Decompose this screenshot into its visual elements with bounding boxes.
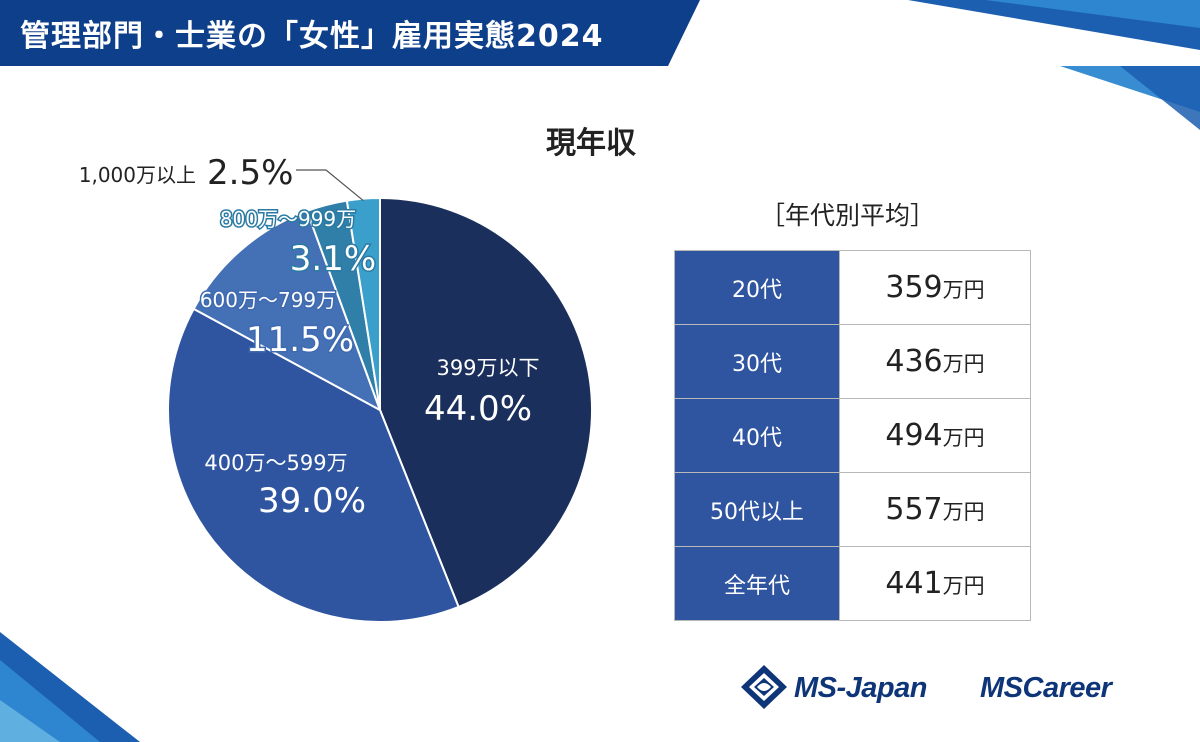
slice-label-0: 399万以下 — [436, 356, 539, 380]
slice-label-4: 1,000万以上 — [79, 163, 196, 187]
value-unit: 万円 — [942, 352, 985, 376]
ms-japan-logo-text: MS-Japan — [794, 672, 927, 704]
value-cell: 436万円 — [839, 324, 1031, 399]
chart-title: 現年収 — [546, 126, 636, 161]
pie-slice-1 — [167, 307, 460, 623]
age-cell: 全年代 — [674, 546, 840, 621]
banner-stripe-2 — [985, 0, 1200, 28]
table-row: 50代以上 557万円 — [674, 472, 1031, 547]
table-row: 40代 494万円 — [674, 398, 1031, 473]
decor-top-right-2 — [1120, 66, 1200, 130]
value-cell: 494万円 — [839, 398, 1031, 473]
slice-label-1: 400万～599万 — [204, 451, 347, 475]
value-number: 359 — [885, 270, 943, 305]
value-number: 557 — [885, 492, 943, 527]
table-title: ［年代別平均］ — [760, 201, 936, 230]
age-cell: 50代以上 — [674, 472, 840, 547]
ms-japan-logo-icon — [741, 665, 787, 709]
value-cell: 359万円 — [839, 250, 1031, 325]
pie-slice-2 — [192, 209, 382, 413]
table-row: 全年代 441万円 — [674, 546, 1031, 621]
pie-slice-0 — [379, 196, 594, 609]
value-unit: 万円 — [942, 426, 985, 450]
value-number: 494 — [885, 418, 943, 453]
slice-value-2: 11.5% — [246, 320, 354, 360]
page-title: 管理部門・士業の「女性」雇用実態2024 — [20, 19, 604, 54]
decor-bottom-left-3 — [0, 700, 60, 742]
age-cell: 30代 — [674, 324, 840, 399]
logo-area: MS-Japan MSCareer — [740, 662, 1160, 712]
ms-career-logo-text: MSCareer — [980, 672, 1112, 704]
age-cell: 40代 — [674, 398, 840, 473]
leader-line-4 — [296, 169, 364, 202]
value-cell: 557万円 — [839, 472, 1031, 547]
slice-value-0: 44.0% — [424, 389, 532, 429]
slice-label-2: 600万～799万 — [200, 288, 336, 312]
slice-value-4: 2.5% — [207, 153, 293, 193]
value-number: 436 — [885, 344, 943, 379]
value-unit: 万円 — [942, 500, 985, 524]
value-number: 441 — [885, 566, 943, 601]
value-unit: 万円 — [942, 574, 985, 598]
slice-value-1: 39.0% — [258, 481, 366, 521]
slice-value-3: 3.1% — [290, 239, 376, 279]
table-row: 30代 436万円 — [674, 324, 1031, 399]
header-banner — [0, 0, 1200, 66]
age-average-table: 20代 359万円 30代 436万円 40代 494万円 50代以上 557万… — [674, 250, 1031, 621]
age-cell: 20代 — [674, 250, 840, 325]
slice-label-3: 800万～999万 — [220, 207, 356, 231]
pie-slice-4 — [345, 196, 381, 411]
value-cell: 441万円 — [839, 546, 1031, 621]
table-row: 20代 359万円 — [674, 250, 1031, 325]
banner-bar — [0, 0, 700, 66]
value-unit: 万円 — [942, 278, 985, 302]
